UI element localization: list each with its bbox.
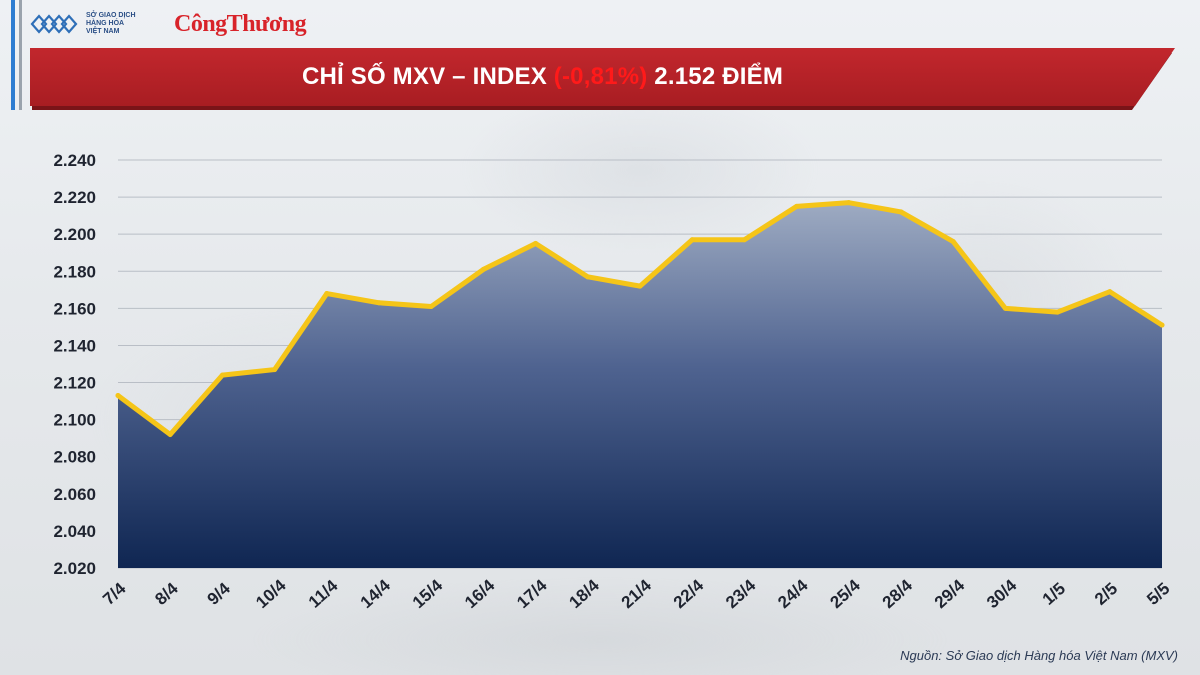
left-accent-bar-secondary xyxy=(19,0,22,110)
chart-title: CHỈ SỐ MXV – INDEX (-0,81%) 2.152 ĐIỂM xyxy=(302,63,783,91)
logo-area: SỞ GIAO DỊCH HÀNG HÓA VIỆT NAM CôngThươn… xyxy=(30,6,307,42)
data-point xyxy=(1107,289,1113,295)
x-tick-label: 16/4 xyxy=(461,575,499,612)
data-point xyxy=(898,209,904,215)
y-tick-label: 2.120 xyxy=(53,374,96,393)
data-point xyxy=(533,240,539,246)
mxv-logo-line: VIỆT NAM xyxy=(86,28,120,35)
x-tick-label: 30/4 xyxy=(983,575,1021,612)
y-tick-label: 2.180 xyxy=(53,262,96,281)
y-tick-label: 2.240 xyxy=(53,151,96,170)
x-tick-label: 21/4 xyxy=(618,575,656,612)
x-tick-label: 1/5 xyxy=(1039,579,1069,609)
y-tick-label: 2.020 xyxy=(53,559,96,578)
x-tick-label: 7/4 xyxy=(99,579,130,609)
x-tick-label: 18/4 xyxy=(565,575,603,612)
mxv-logo-line: HÀNG HÓA xyxy=(86,20,125,27)
data-point xyxy=(115,393,121,399)
x-tick-label: 11/4 xyxy=(305,576,342,612)
source-note: Nguồn: Sở Giao dịch Hàng hóa Việt Nam (M… xyxy=(900,648,1178,663)
data-point xyxy=(585,274,591,280)
x-tick-label: 5/5 xyxy=(1143,579,1173,609)
x-tick-label: 9/4 xyxy=(204,579,235,609)
data-point xyxy=(846,200,852,206)
data-point xyxy=(1002,305,1008,311)
title-banner: CHỈ SỐ MXV – INDEX (-0,81%) 2.152 ĐIỂM xyxy=(30,48,1175,106)
y-tick-label: 2.200 xyxy=(53,225,96,244)
mxv-logo: SỞ GIAO DỊCH HÀNG HÓA VIỆT NAM xyxy=(30,11,164,37)
x-tick-label: 23/4 xyxy=(722,575,760,612)
congthuong-logo: CôngThương xyxy=(174,10,307,37)
data-point xyxy=(376,300,382,306)
y-tick-label: 2.140 xyxy=(53,336,96,355)
y-tick-label: 2.080 xyxy=(53,448,96,467)
title-prefix: CHỈ SỐ MXV – INDEX xyxy=(301,63,554,90)
x-tick-label: 24/4 xyxy=(774,575,812,612)
data-point xyxy=(167,431,173,437)
y-tick-label: 2.060 xyxy=(53,485,96,504)
data-point xyxy=(950,239,956,245)
series-area xyxy=(118,202,1162,568)
x-tick-label: 25/4 xyxy=(826,575,864,612)
y-tick-label: 2.220 xyxy=(53,188,96,207)
data-point xyxy=(794,203,800,209)
data-point xyxy=(1055,309,1061,315)
x-tick-label: 29/4 xyxy=(931,575,969,612)
y-tick-label: 2.040 xyxy=(53,522,96,541)
data-point xyxy=(1159,322,1165,328)
data-point xyxy=(689,237,695,243)
x-tick-label: 8/4 xyxy=(151,579,182,609)
data-point xyxy=(272,367,278,373)
title-change-percent: (-0,81%) xyxy=(553,63,648,90)
data-point xyxy=(428,304,434,310)
x-tick-label: 17/4 xyxy=(513,575,551,612)
mxv-logo-icon xyxy=(30,14,78,34)
x-tick-label: 15/4 xyxy=(409,575,447,612)
y-tick-label: 2.100 xyxy=(53,411,96,430)
data-point xyxy=(324,291,330,297)
x-tick-label: 22/4 xyxy=(670,575,708,612)
left-accent-bar xyxy=(11,0,15,110)
mxv-logo-line: SỞ GIAO DỊCH xyxy=(86,12,136,19)
x-tick-label: 28/4 xyxy=(879,575,917,612)
x-tick-label: 2/5 xyxy=(1091,579,1121,609)
data-point xyxy=(480,266,486,272)
mxv-logo-text: SỞ GIAO DỊCH HÀNG HÓA VIỆT NAM xyxy=(86,12,164,36)
data-point xyxy=(741,237,747,243)
x-tick-label: 14/4 xyxy=(357,575,395,612)
y-tick-label: 2.160 xyxy=(53,299,96,318)
data-point xyxy=(637,283,643,289)
x-tick-label: 10/4 xyxy=(252,575,290,612)
title-suffix: 2.152 ĐIỂM xyxy=(647,63,784,90)
data-point xyxy=(219,372,225,378)
